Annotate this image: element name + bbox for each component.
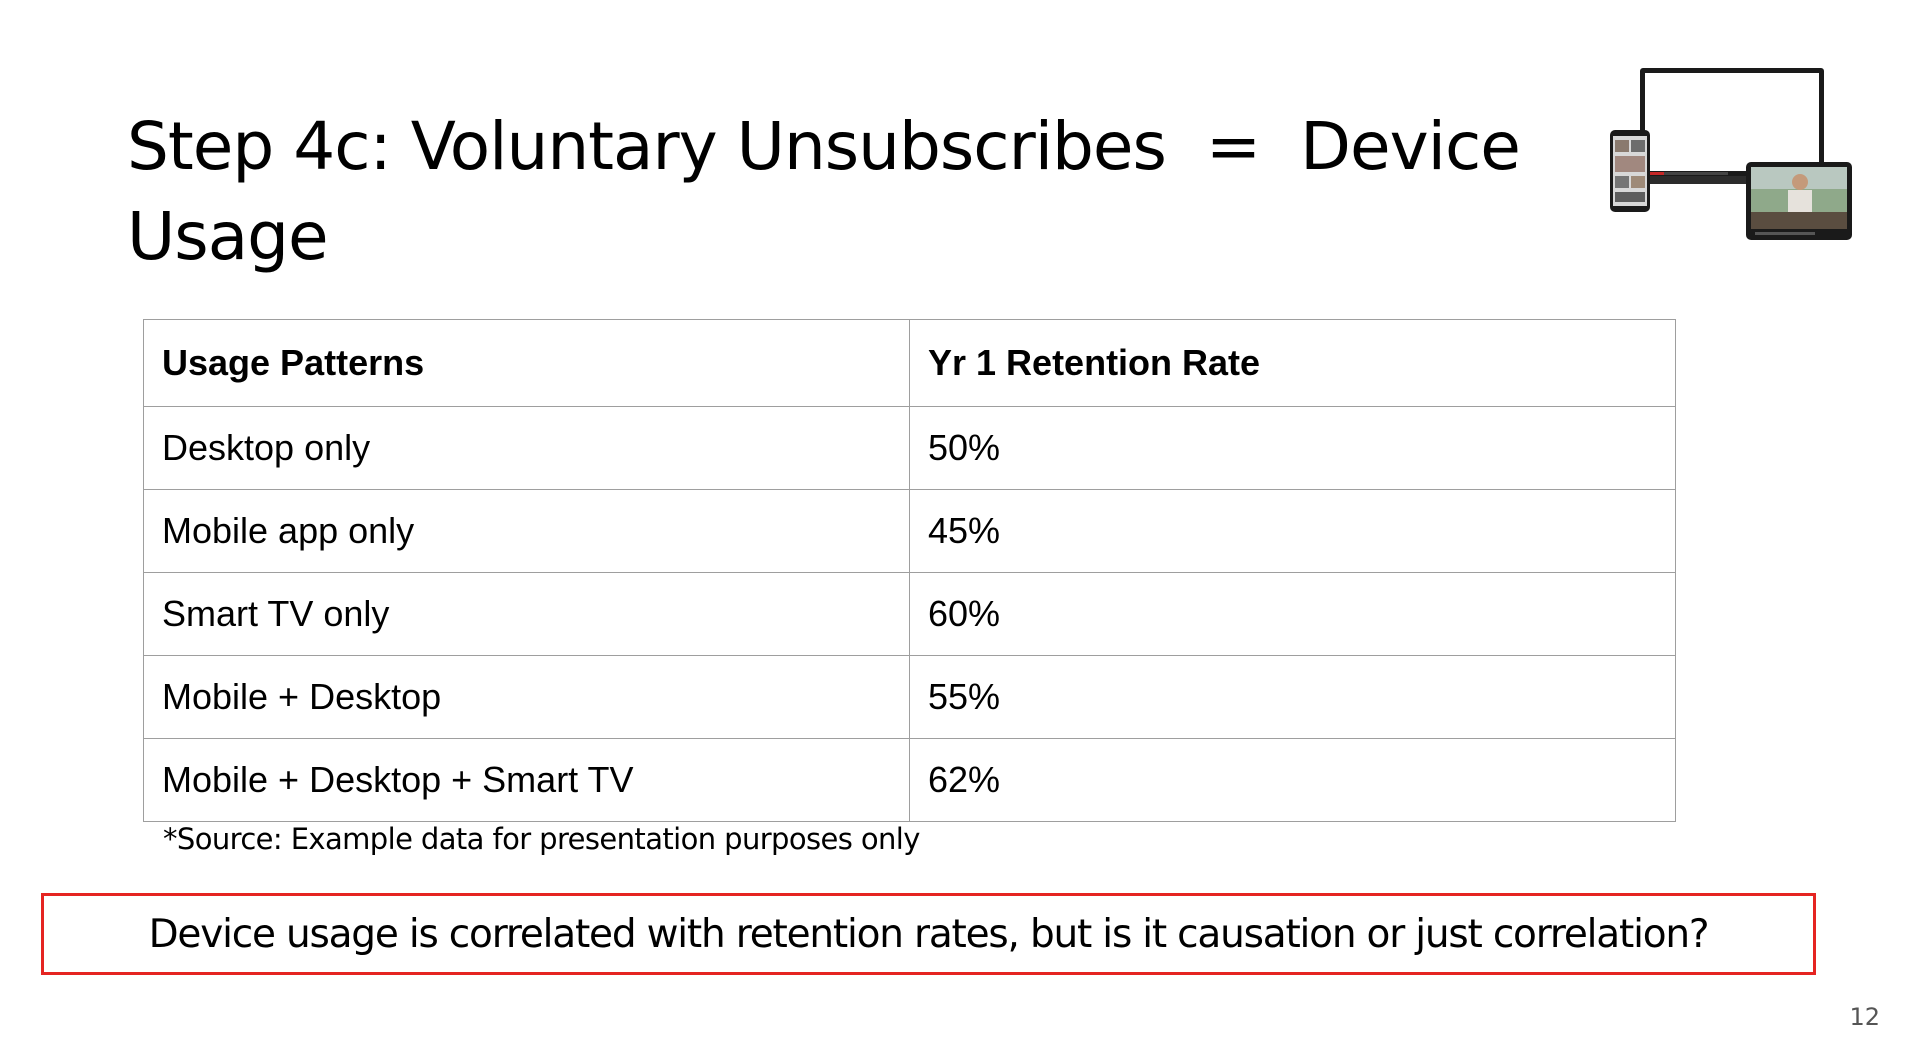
table-header-row: Usage Patterns Yr 1 Retention Rate (143, 319, 1676, 407)
page-number: 12 (1849, 1003, 1880, 1031)
tablet-icon (1746, 162, 1852, 240)
table-row: Desktop only 50% (143, 406, 1676, 490)
usage-pattern-cell: Mobile app only (143, 489, 910, 573)
callout-text: Device usage is correlated with retentio… (148, 911, 1710, 957)
retention-rate-cell: 60% (909, 572, 1676, 656)
callout-box: Device usage is correlated with retentio… (41, 893, 1816, 975)
laptop-icon (1628, 68, 1836, 184)
column-header-usage-patterns: Usage Patterns (143, 319, 910, 407)
table-row: Mobile + Desktop 55% (143, 655, 1676, 739)
usage-pattern-cell: Mobile + Desktop (143, 655, 910, 739)
table-row: Mobile + Desktop + Smart TV 62% (143, 738, 1676, 822)
retention-rate-cell: 62% (909, 738, 1676, 822)
source-note: *Source: Example data for presentation p… (163, 822, 920, 856)
usage-pattern-cell: Smart TV only (143, 572, 910, 656)
devices-icon (1610, 68, 1852, 240)
phone-icon (1610, 130, 1650, 212)
slide-title: Step 4c: Voluntary Unsubscribes = Device… (127, 108, 1540, 275)
column-header-retention-rate: Yr 1 Retention Rate (909, 319, 1676, 407)
table-row: Mobile app only 45% (143, 489, 1676, 573)
usage-pattern-cell: Mobile + Desktop + Smart TV (143, 738, 910, 822)
retention-rate-cell: 50% (909, 406, 1676, 490)
table-row: Smart TV only 60% (143, 572, 1676, 656)
retention-rate-cell: 55% (909, 655, 1676, 739)
retention-rate-cell: 45% (909, 489, 1676, 573)
usage-pattern-cell: Desktop only (143, 406, 910, 490)
retention-table: Usage Patterns Yr 1 Retention Rate Deskt… (143, 319, 1676, 822)
